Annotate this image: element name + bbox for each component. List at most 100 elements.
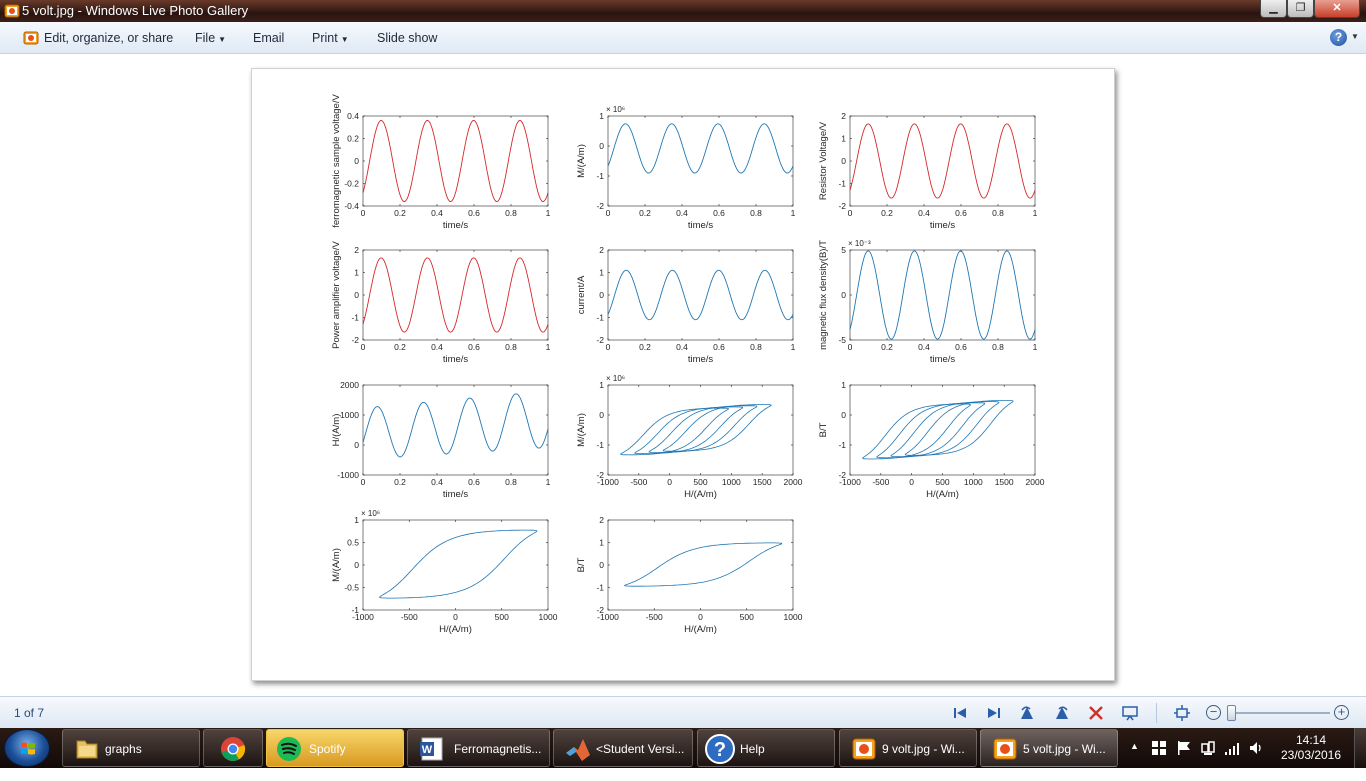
next-icon[interactable] [985, 704, 1003, 722]
y-tick-label: 0 [599, 290, 604, 300]
taskbar-item-word[interactable]: W Ferromagnetis... [407, 729, 550, 767]
zoom-out-button[interactable]: − [1206, 705, 1221, 720]
x-tick-label: 0 [848, 208, 853, 218]
help-button[interactable]: ? [1330, 29, 1347, 46]
action-center-icon[interactable] [1151, 740, 1167, 756]
y-axis-label: M/(A/m) [576, 144, 587, 178]
signal-icon[interactable] [1224, 740, 1240, 756]
x-tick-label: -500 [646, 612, 663, 622]
y-tick-label: 1 [354, 268, 359, 278]
x-tick-label: 500 [693, 477, 707, 487]
y-tick-label: 0 [841, 156, 846, 166]
show-hidden-icon[interactable]: ▲ [1130, 741, 1139, 751]
slideshow-icon[interactable] [1121, 704, 1139, 722]
taskbar-item-label: <Student Versi... [596, 742, 685, 756]
plot-axes [849, 249, 1036, 341]
matlab-figure: 0 0.2 0.4 0.6 0.8 1-0.4-0.200.20.4time/sferro… [331, 94, 1045, 635]
y-tick-label: 0 [599, 141, 604, 151]
network-icon[interactable] [1200, 740, 1216, 756]
taskbar-item-spotify[interactable]: Spotify [266, 729, 404, 767]
x-tick-label: 2000 [784, 477, 803, 487]
y-tick-label: -1 [596, 171, 604, 181]
help-icon: ? [705, 734, 735, 764]
x-axis-label: time/s [443, 354, 469, 365]
flag-icon[interactable] [1176, 740, 1192, 756]
x-tick-label: 0.8 [750, 342, 762, 352]
slideshow-button[interactable]: Slide show [377, 31, 438, 45]
taskbar-item-chrome[interactable] [203, 729, 263, 767]
series-line [607, 123, 794, 174]
matlab-icon [566, 739, 590, 761]
x-axis-label: H/(A/m) [439, 624, 472, 635]
minimize-button[interactable]: ▁ [1260, 0, 1287, 18]
y-tick-label: 1 [599, 111, 604, 121]
zoom-slider-track[interactable] [1232, 712, 1330, 714]
taskbar-item-label: Spotify [309, 742, 346, 756]
hysteresis-loop [904, 399, 1014, 456]
close-button[interactable]: ✕ [1314, 0, 1360, 18]
axis-exponent: × 10⁶ [361, 509, 380, 518]
clock-time: 14:14 [1295, 733, 1327, 747]
plot-axes [607, 519, 794, 611]
rotate-left-icon[interactable] [1018, 704, 1036, 722]
x-tick-label: 0 [667, 477, 672, 487]
x-tick-label: 1000 [964, 477, 983, 487]
taskbar-item-label: 5 volt.jpg - Wi... [1023, 742, 1106, 756]
x-tick-label: 0.4 [676, 342, 688, 352]
taskbar-item-graphs[interactable]: graphs [62, 729, 200, 767]
photo-counter: 1 of 7 [14, 706, 45, 720]
volume-icon[interactable] [1248, 740, 1264, 756]
x-tick-label: 500 [495, 612, 509, 622]
x-tick-label: 0.8 [750, 208, 762, 218]
y-axis-label: magnetic flux density(B)/T [818, 240, 829, 350]
file-menu[interactable]: File ▼ [195, 31, 226, 45]
photo-gallery-icon [4, 4, 20, 18]
system-clock[interactable]: 14:14 23/03/2016 [1276, 733, 1346, 763]
x-tick-label: 0 [606, 342, 611, 352]
print-menu[interactable]: Print ▼ [312, 31, 349, 45]
rotate-right-icon[interactable] [1053, 704, 1071, 722]
x-tick-label: 0.6 [955, 208, 967, 218]
x-tick-label: 1500 [753, 477, 772, 487]
start-button[interactable] [4, 729, 50, 767]
y-tick-label: -1 [351, 605, 359, 615]
taskbar-item-9-volt[interactable]: 9 volt.jpg - Wi... [839, 729, 977, 767]
email-button[interactable]: Email [253, 31, 285, 45]
chevron-down-icon[interactable]: ▼ [1351, 32, 1359, 41]
delete-icon[interactable] [1087, 704, 1105, 722]
word-icon: W [420, 737, 443, 761]
zoom-slider-thumb[interactable] [1227, 705, 1236, 721]
x-tick-label: -1000 [352, 612, 374, 622]
series-line [849, 123, 1036, 199]
taskbar-item-label: graphs [105, 742, 142, 756]
y-axis-label: M/(A/m) [331, 548, 342, 582]
y-tick-label: -0.5 [344, 583, 359, 593]
x-tick-label: 1 [546, 208, 551, 218]
y-tick-label: 0 [354, 290, 359, 300]
zoom-in-button[interactable]: + [1334, 705, 1349, 720]
show-desktop-button[interactable] [1354, 728, 1366, 768]
x-tick-label: 1000 [722, 477, 741, 487]
edit-organize-share-button[interactable]: Edit, organize, or share [44, 31, 174, 45]
x-tick-label: 0 [606, 208, 611, 218]
taskbar-item-5-volt[interactable]: 5 volt.jpg - Wi... [980, 729, 1118, 767]
maximize-button[interactable]: ❐ [1287, 0, 1314, 18]
x-tick-label: 1 [1033, 342, 1038, 352]
x-tick-label: 0.8 [505, 208, 517, 218]
series-line [362, 120, 549, 202]
first-icon[interactable] [951, 704, 969, 722]
x-tick-label: 500 [740, 612, 754, 622]
actual-size-icon[interactable] [1173, 704, 1191, 722]
taskbar-item-help[interactable]: ? Help [697, 729, 835, 767]
taskbar-item-label: 9 volt.jpg - Wi... [882, 742, 965, 756]
chrome-icon [221, 737, 246, 761]
hysteresis-loop [623, 542, 783, 587]
x-tick-label: 0.2 [394, 342, 406, 352]
x-tick-label: 0 [848, 342, 853, 352]
x-tick-label: -500 [872, 477, 889, 487]
x-tick-label: 0.2 [394, 477, 406, 487]
x-tick-label: 0.2 [394, 208, 406, 218]
y-tick-label: -1 [838, 179, 846, 189]
y-tick-label: 0 [599, 410, 604, 420]
taskbar-item-matlab[interactable]: <Student Versi... [553, 729, 693, 767]
